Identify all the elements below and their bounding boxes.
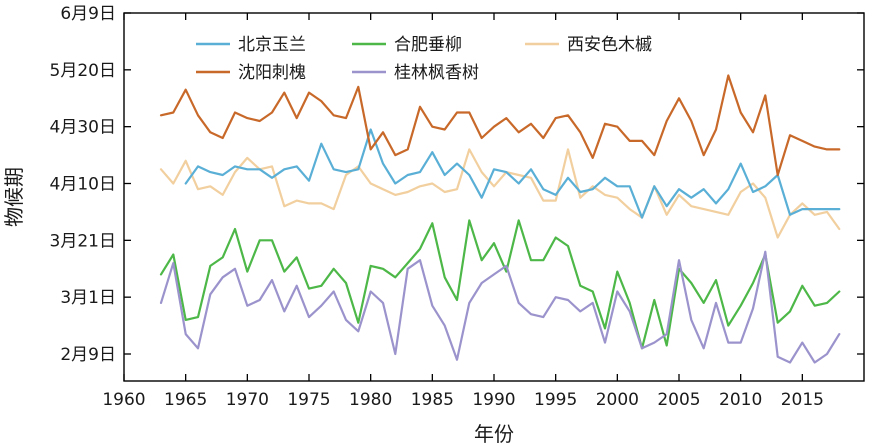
y-axis: 2月9日 3月1日 3月21日 4月10日 4月30日 5月20日 6月9日 <box>50 4 864 365</box>
x-tick-label: 1990 <box>472 390 515 410</box>
y-tick-label: 6月9日 <box>60 4 116 24</box>
series-line-4 <box>159 74 841 177</box>
y-tick-label: 2月9日 <box>60 345 116 365</box>
x-tick-label: 2010 <box>719 390 762 410</box>
series-line-2 <box>159 219 841 350</box>
legend-label: 合肥垂柳 <box>394 35 462 55</box>
x-tick-label: 1975 <box>287 390 330 410</box>
y-tick-label: 4月10日 <box>50 175 116 195</box>
plot-frame <box>123 12 865 382</box>
x-tick-label: 1960 <box>102 390 145 410</box>
series-layer <box>159 74 841 364</box>
y-tick-label: 5月20日 <box>50 61 116 81</box>
series-line-5 <box>159 250 841 364</box>
x-tick-label: 2005 <box>657 390 700 410</box>
x-tick-label: 1965 <box>164 390 207 410</box>
y-tick-label: 3月21日 <box>50 231 116 251</box>
series-line-1 <box>184 128 841 219</box>
x-tick-label: 1985 <box>411 390 454 410</box>
x-tick-label: 1970 <box>226 390 269 410</box>
x-tick-label: 1980 <box>349 390 392 410</box>
legend-label: 桂林枫香树 <box>394 63 479 83</box>
y-tick-label: 3月1日 <box>60 288 116 308</box>
legend-label: 西安色木槭 <box>567 35 652 55</box>
x-tick-label: 1995 <box>534 390 577 410</box>
x-tick-label: 2015 <box>781 390 824 410</box>
x-axis-title: 年份 <box>474 422 514 446</box>
legend-label: 沈阳刺槐 <box>238 63 306 83</box>
x-tick-label: 2000 <box>596 390 639 410</box>
legend-label: 北京玉兰 <box>238 35 306 55</box>
x-axis: 1960 1965 1970 1975 1980 1985 1990 1995 2000 2005… <box>102 13 824 410</box>
y-axis-title: 物候期 <box>2 167 26 227</box>
y-tick-label: 4月30日 <box>50 118 116 138</box>
series-line-3 <box>159 148 841 239</box>
